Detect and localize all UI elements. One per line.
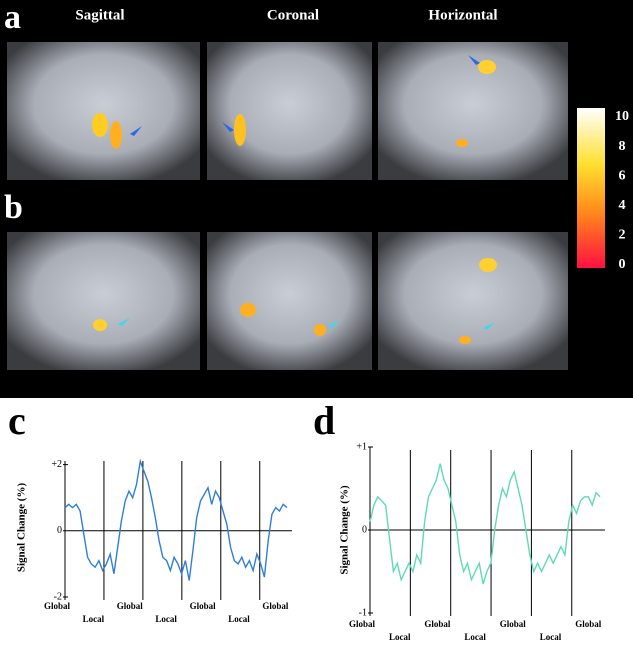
horizontal-b xyxy=(378,232,568,370)
block-label: Local xyxy=(389,632,411,642)
activation xyxy=(92,113,108,137)
sagittal-a xyxy=(7,42,200,180)
colorbar-tick-label: 8 xyxy=(619,139,626,154)
activation xyxy=(93,319,107,331)
colorbar-tick-label: 0 xyxy=(619,257,626,272)
colorbar-tick-label: 2 xyxy=(619,228,626,243)
activation xyxy=(459,336,471,344)
colorbar xyxy=(577,108,605,268)
column-header: Coronal xyxy=(267,7,319,23)
y-axis-label: Signal Change (%) xyxy=(16,483,28,573)
block-label: Global xyxy=(117,601,144,611)
activation xyxy=(479,258,497,272)
activation xyxy=(110,121,122,149)
activation xyxy=(314,324,326,336)
colorbar-tick-label: 4 xyxy=(619,198,626,213)
block-label: Global xyxy=(575,619,602,629)
block-label: Local xyxy=(464,632,486,642)
panel-label: a xyxy=(4,0,21,36)
y-axis-label: Signal Change (%) xyxy=(339,485,351,575)
coronal-a xyxy=(207,42,372,180)
y-tick-label: 0 xyxy=(57,525,62,536)
y-tick-label: -2 xyxy=(54,591,62,602)
panel-label: d xyxy=(313,398,335,443)
block-label: Local xyxy=(155,614,177,624)
column-header: Horizontal xyxy=(428,7,497,23)
block-label: Global xyxy=(44,601,71,611)
brain-images xyxy=(7,42,568,370)
activation xyxy=(234,114,246,146)
block-label: Global xyxy=(424,619,451,629)
activation xyxy=(240,303,256,317)
column-header: Sagittal xyxy=(75,7,124,23)
arrow xyxy=(118,318,130,326)
block-label: Global xyxy=(500,619,527,629)
colorbar-tick-label: 10 xyxy=(615,109,629,124)
panel-label: b xyxy=(4,189,23,226)
signal-line xyxy=(369,463,601,585)
colorbar-tick-label: 6 xyxy=(619,168,626,183)
block-label: Global xyxy=(190,601,217,611)
arrow xyxy=(483,322,495,330)
arrow xyxy=(468,55,480,65)
block-label: Local xyxy=(540,632,562,642)
arrow xyxy=(328,320,340,328)
y-tick-label: +1 xyxy=(356,441,367,452)
sagittal-b xyxy=(7,232,200,370)
y-tick-label: 0 xyxy=(362,524,367,535)
y-tick-label: -1 xyxy=(359,607,367,618)
arrow xyxy=(222,122,234,132)
horizontal-a xyxy=(378,42,568,180)
arrow xyxy=(130,126,142,136)
block-label: Local xyxy=(228,614,250,624)
block-label: Local xyxy=(83,614,105,624)
activation xyxy=(478,60,496,74)
block-label: Global xyxy=(349,619,376,629)
panel-label: c xyxy=(8,398,26,443)
signal-line xyxy=(64,458,288,581)
activation xyxy=(456,139,468,147)
coronal-b xyxy=(207,232,372,370)
y-tick-label: +2 xyxy=(51,459,62,470)
block-label: Global xyxy=(262,601,289,611)
